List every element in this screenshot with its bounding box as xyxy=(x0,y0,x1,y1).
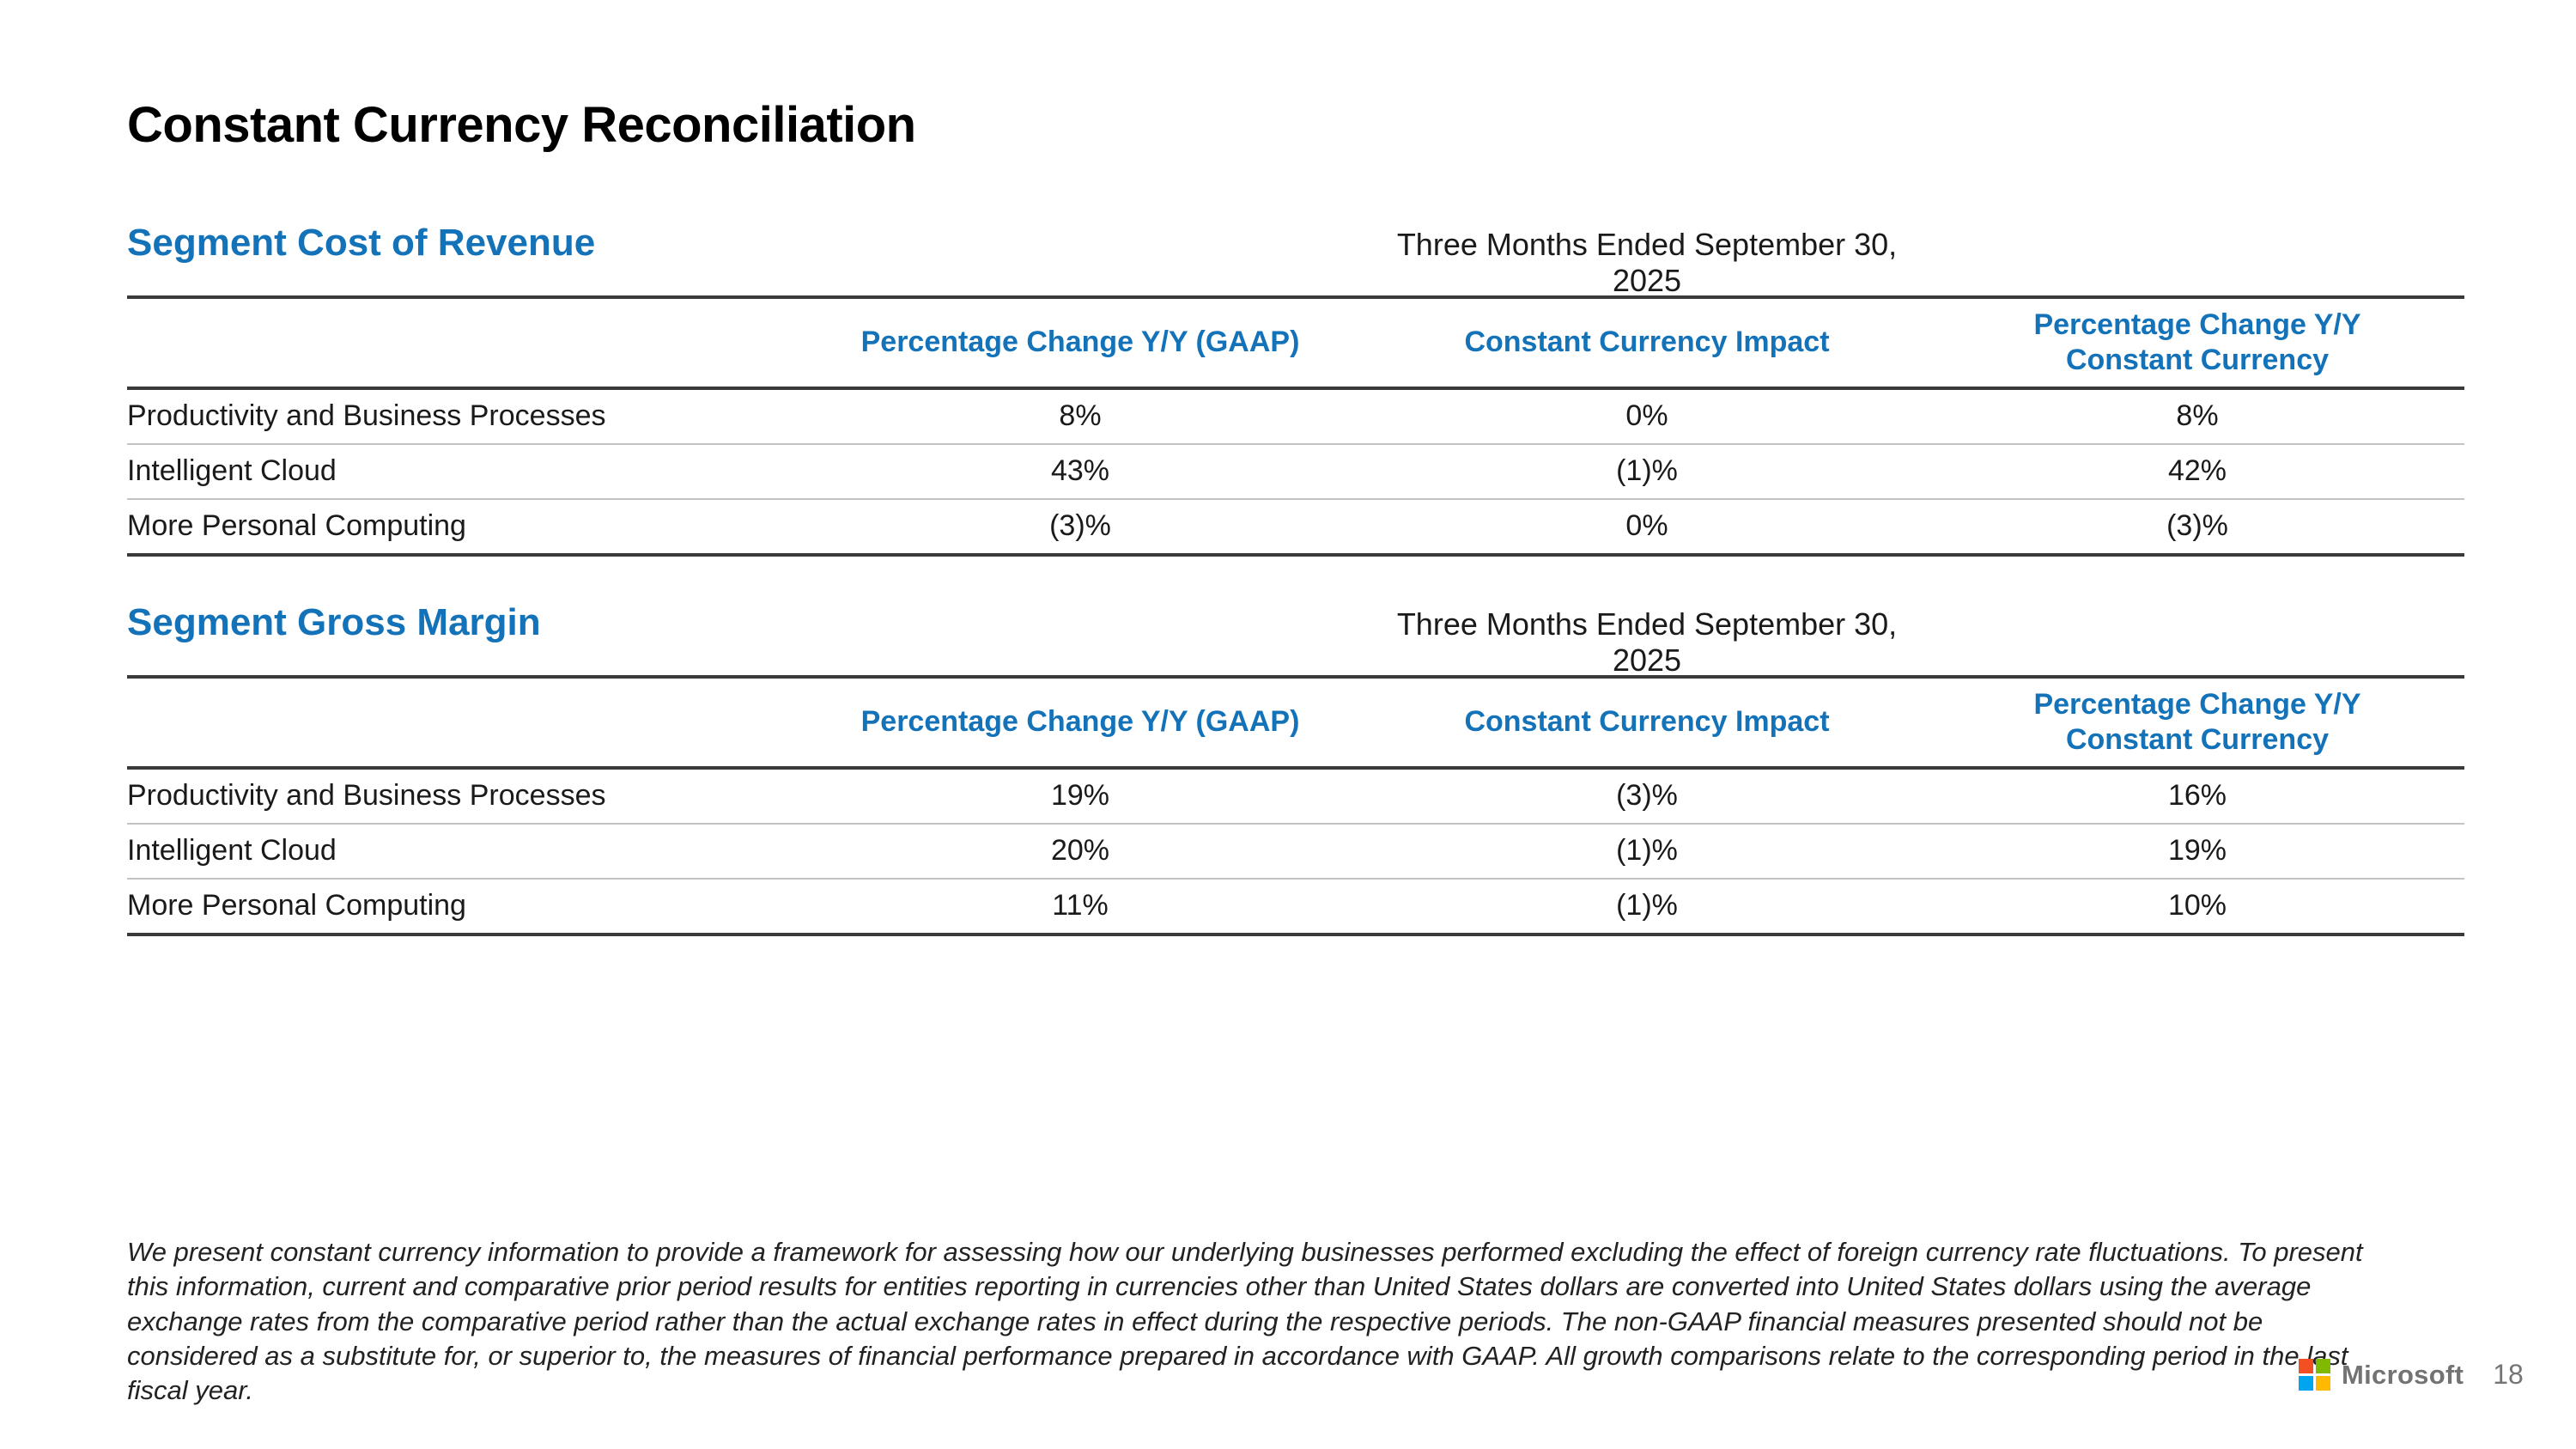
logo-square-green xyxy=(2316,1359,2330,1373)
table-row: Productivity and Business Processes 19% … xyxy=(127,770,2464,825)
logo-square-yellow xyxy=(2316,1376,2330,1391)
page-title: Constant Currency Reconciliation xyxy=(127,97,916,153)
cell-value: 20% xyxy=(1050,834,1110,868)
cell-value: 8% xyxy=(2176,399,2219,433)
cell-value: 0% xyxy=(1625,509,1668,543)
header-cell-empty xyxy=(127,714,797,731)
period-label: Three Months Ended September 30, 2025 xyxy=(1396,606,1898,678)
table-header-row: Percentage Change Y/Y (GAAP) Constant Cu… xyxy=(127,675,2464,770)
logo-square-red xyxy=(2299,1359,2313,1373)
brand-name: Microsoft xyxy=(2342,1359,2464,1390)
section-heading: Segment Gross Margin xyxy=(127,601,541,643)
header-cell-cc-change: Percentage Change Y/Y Constant Currency xyxy=(2033,688,2361,756)
cell-value: (1)% xyxy=(1616,834,1678,868)
cell-value: (1)% xyxy=(1616,454,1678,488)
microsoft-logo-icon xyxy=(2299,1359,2330,1391)
table-row: More Personal Computing (3)% 0% (3)% xyxy=(127,500,2464,557)
cell-value: 0% xyxy=(1625,399,1668,433)
section-segment-gross-margin: Segment Gross Margin Three Months Ended … xyxy=(127,601,2464,936)
cell-value: 11% xyxy=(1052,889,1109,922)
header-cell-cc-impact: Constant Currency Impact xyxy=(1464,326,1830,359)
table-row: Intelligent Cloud 20% (1)% 19% xyxy=(127,825,2464,880)
row-label: Productivity and Business Processes xyxy=(127,399,606,433)
logo-square-blue xyxy=(2299,1376,2313,1391)
section-header: Segment Gross Margin Three Months Ended … xyxy=(127,601,2464,678)
section-heading: Segment Cost of Revenue xyxy=(127,222,596,264)
row-label: Productivity and Business Processes xyxy=(127,779,606,813)
row-label: Intelligent Cloud xyxy=(127,454,337,488)
section-header: Segment Cost of Revenue Three Months End… xyxy=(127,222,2464,298)
row-label: More Personal Computing xyxy=(127,509,466,543)
cell-value: 16% xyxy=(2167,779,2227,813)
footnote: We present constant currency information… xyxy=(127,1237,2363,1406)
header-cell-cc-change: Percentage Change Y/Y Constant Currency xyxy=(2033,308,2361,376)
cell-value: 42% xyxy=(2167,454,2227,488)
brand-bar: Microsoft 18 xyxy=(2299,1359,2524,1391)
period-label: Three Months Ended September 30, 2025 xyxy=(1396,227,1898,298)
section-segment-cost-of-revenue: Segment Cost of Revenue Three Months End… xyxy=(127,222,2464,557)
cell-value: 19% xyxy=(2167,834,2227,868)
header-cell-gaap: Percentage Change Y/Y (GAAP) xyxy=(860,326,1300,359)
cell-value: (3)% xyxy=(2166,509,2228,543)
header-cell-cc-impact: Constant Currency Impact xyxy=(1464,705,1830,739)
row-label: More Personal Computing xyxy=(127,889,466,922)
cell-value: 10% xyxy=(2167,889,2227,922)
header-cell-gaap: Percentage Change Y/Y (GAAP) xyxy=(860,705,1300,739)
table-header-row: Percentage Change Y/Y (GAAP) Constant Cu… xyxy=(127,295,2464,390)
cell-value: (3)% xyxy=(1049,509,1111,543)
table-row: Productivity and Business Processes 8% 0… xyxy=(127,390,2464,445)
table-row: Intelligent Cloud 43% (1)% 42% xyxy=(127,445,2464,500)
cell-value: 8% xyxy=(1059,399,1102,433)
page-number: 18 xyxy=(2493,1359,2524,1390)
cell-value: (3)% xyxy=(1616,779,1678,813)
cell-value: (1)% xyxy=(1616,889,1678,922)
table-row: More Personal Computing 11% (1)% 10% xyxy=(127,880,2464,936)
segment-gross-margin-table: Percentage Change Y/Y (GAAP) Constant Cu… xyxy=(127,675,2464,936)
cell-value: 43% xyxy=(1050,454,1110,488)
header-cell-empty xyxy=(127,334,797,351)
row-label: Intelligent Cloud xyxy=(127,834,337,868)
cell-value: 19% xyxy=(1050,779,1110,813)
segment-cost-of-revenue-table: Percentage Change Y/Y (GAAP) Constant Cu… xyxy=(127,295,2464,557)
